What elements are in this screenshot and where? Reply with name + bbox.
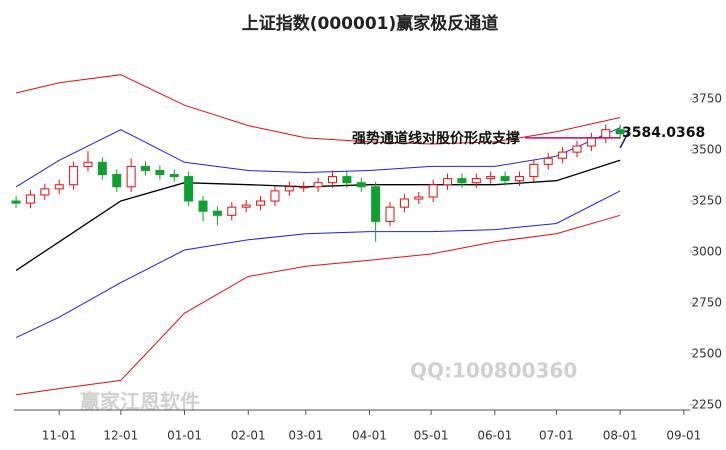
x-tick-label: 02-01 — [231, 429, 266, 443]
x-tick-label: 05-01 — [414, 429, 449, 443]
channel-line — [15, 74, 621, 145]
candle-body — [69, 165, 79, 186]
candle-body — [615, 129, 625, 135]
candle-body — [371, 186, 381, 222]
candle-body — [500, 176, 510, 182]
candle-body — [428, 184, 438, 198]
candle-body — [313, 182, 323, 188]
y-tick-label: 2750 — [691, 295, 722, 309]
y-tick-label: 2250 — [691, 397, 722, 411]
candle-body — [141, 165, 151, 171]
candle-body — [54, 184, 64, 190]
candle-body — [299, 186, 309, 189]
candle-body — [155, 169, 165, 176]
candle-body — [457, 178, 467, 184]
candle-body — [256, 200, 266, 206]
annotation-value: 3584.0368 — [622, 125, 705, 141]
candle-body — [399, 198, 409, 208]
x-tick-label: 07-01 — [539, 429, 574, 443]
y-tick-label: 3250 — [691, 194, 722, 208]
x-tick-label: 04-01 — [352, 429, 387, 443]
candle-body — [212, 210, 222, 216]
candle-body — [543, 157, 553, 165]
candle-body — [572, 145, 582, 153]
annotation-text: 强势通道线对股价形成支撑 — [352, 130, 520, 147]
x-tick-label: 11-01 — [42, 429, 77, 443]
candle-body — [443, 178, 453, 186]
candle-body — [356, 182, 366, 188]
y-tick-label: 3000 — [691, 245, 722, 259]
candle-body — [327, 176, 337, 184]
candle-body — [241, 204, 251, 208]
candle-body — [342, 176, 352, 184]
x-tick-label: 01-01 — [167, 429, 202, 443]
x-tick-label: 08-01 — [603, 429, 638, 443]
watermark: QQ:100800360 — [410, 359, 577, 383]
candle-body — [529, 163, 539, 178]
candle-body — [385, 206, 395, 222]
candle-body — [486, 176, 496, 180]
candle-body — [184, 176, 194, 202]
y-tick-label: 3500 — [691, 143, 722, 157]
x-tick-label: 06-01 — [477, 429, 512, 443]
candle-body — [97, 161, 107, 176]
candle-body — [270, 190, 280, 202]
candle-body — [558, 151, 568, 159]
channel-line — [16, 214, 621, 396]
x-tick-label: 03-01 — [288, 429, 323, 443]
candle-body — [471, 178, 481, 184]
candle-body — [284, 186, 294, 192]
candle-body — [25, 194, 35, 204]
candle-body — [126, 165, 136, 188]
candle-body — [198, 200, 208, 212]
candle-body — [414, 196, 424, 200]
x-tick-label: 09-01 — [666, 429, 701, 443]
candle-body — [601, 129, 611, 139]
candle-body — [83, 161, 93, 167]
candle-body — [227, 206, 237, 216]
annotation-arrow — [619, 132, 629, 149]
candle-body — [40, 188, 50, 196]
channel-line — [15, 190, 621, 339]
y-tick-label: 2500 — [691, 346, 722, 360]
x-tick-label: 12-01 — [103, 429, 138, 443]
candle-body — [586, 137, 596, 147]
channel-line — [15, 127, 621, 188]
chart-title: 上证指数(000001)赢家极反通道 — [242, 13, 499, 34]
candle-body — [11, 200, 21, 204]
candle-body — [169, 174, 179, 178]
candle-body — [514, 176, 524, 182]
candle-body — [112, 174, 122, 188]
y-tick-label: 3750 — [691, 92, 722, 106]
